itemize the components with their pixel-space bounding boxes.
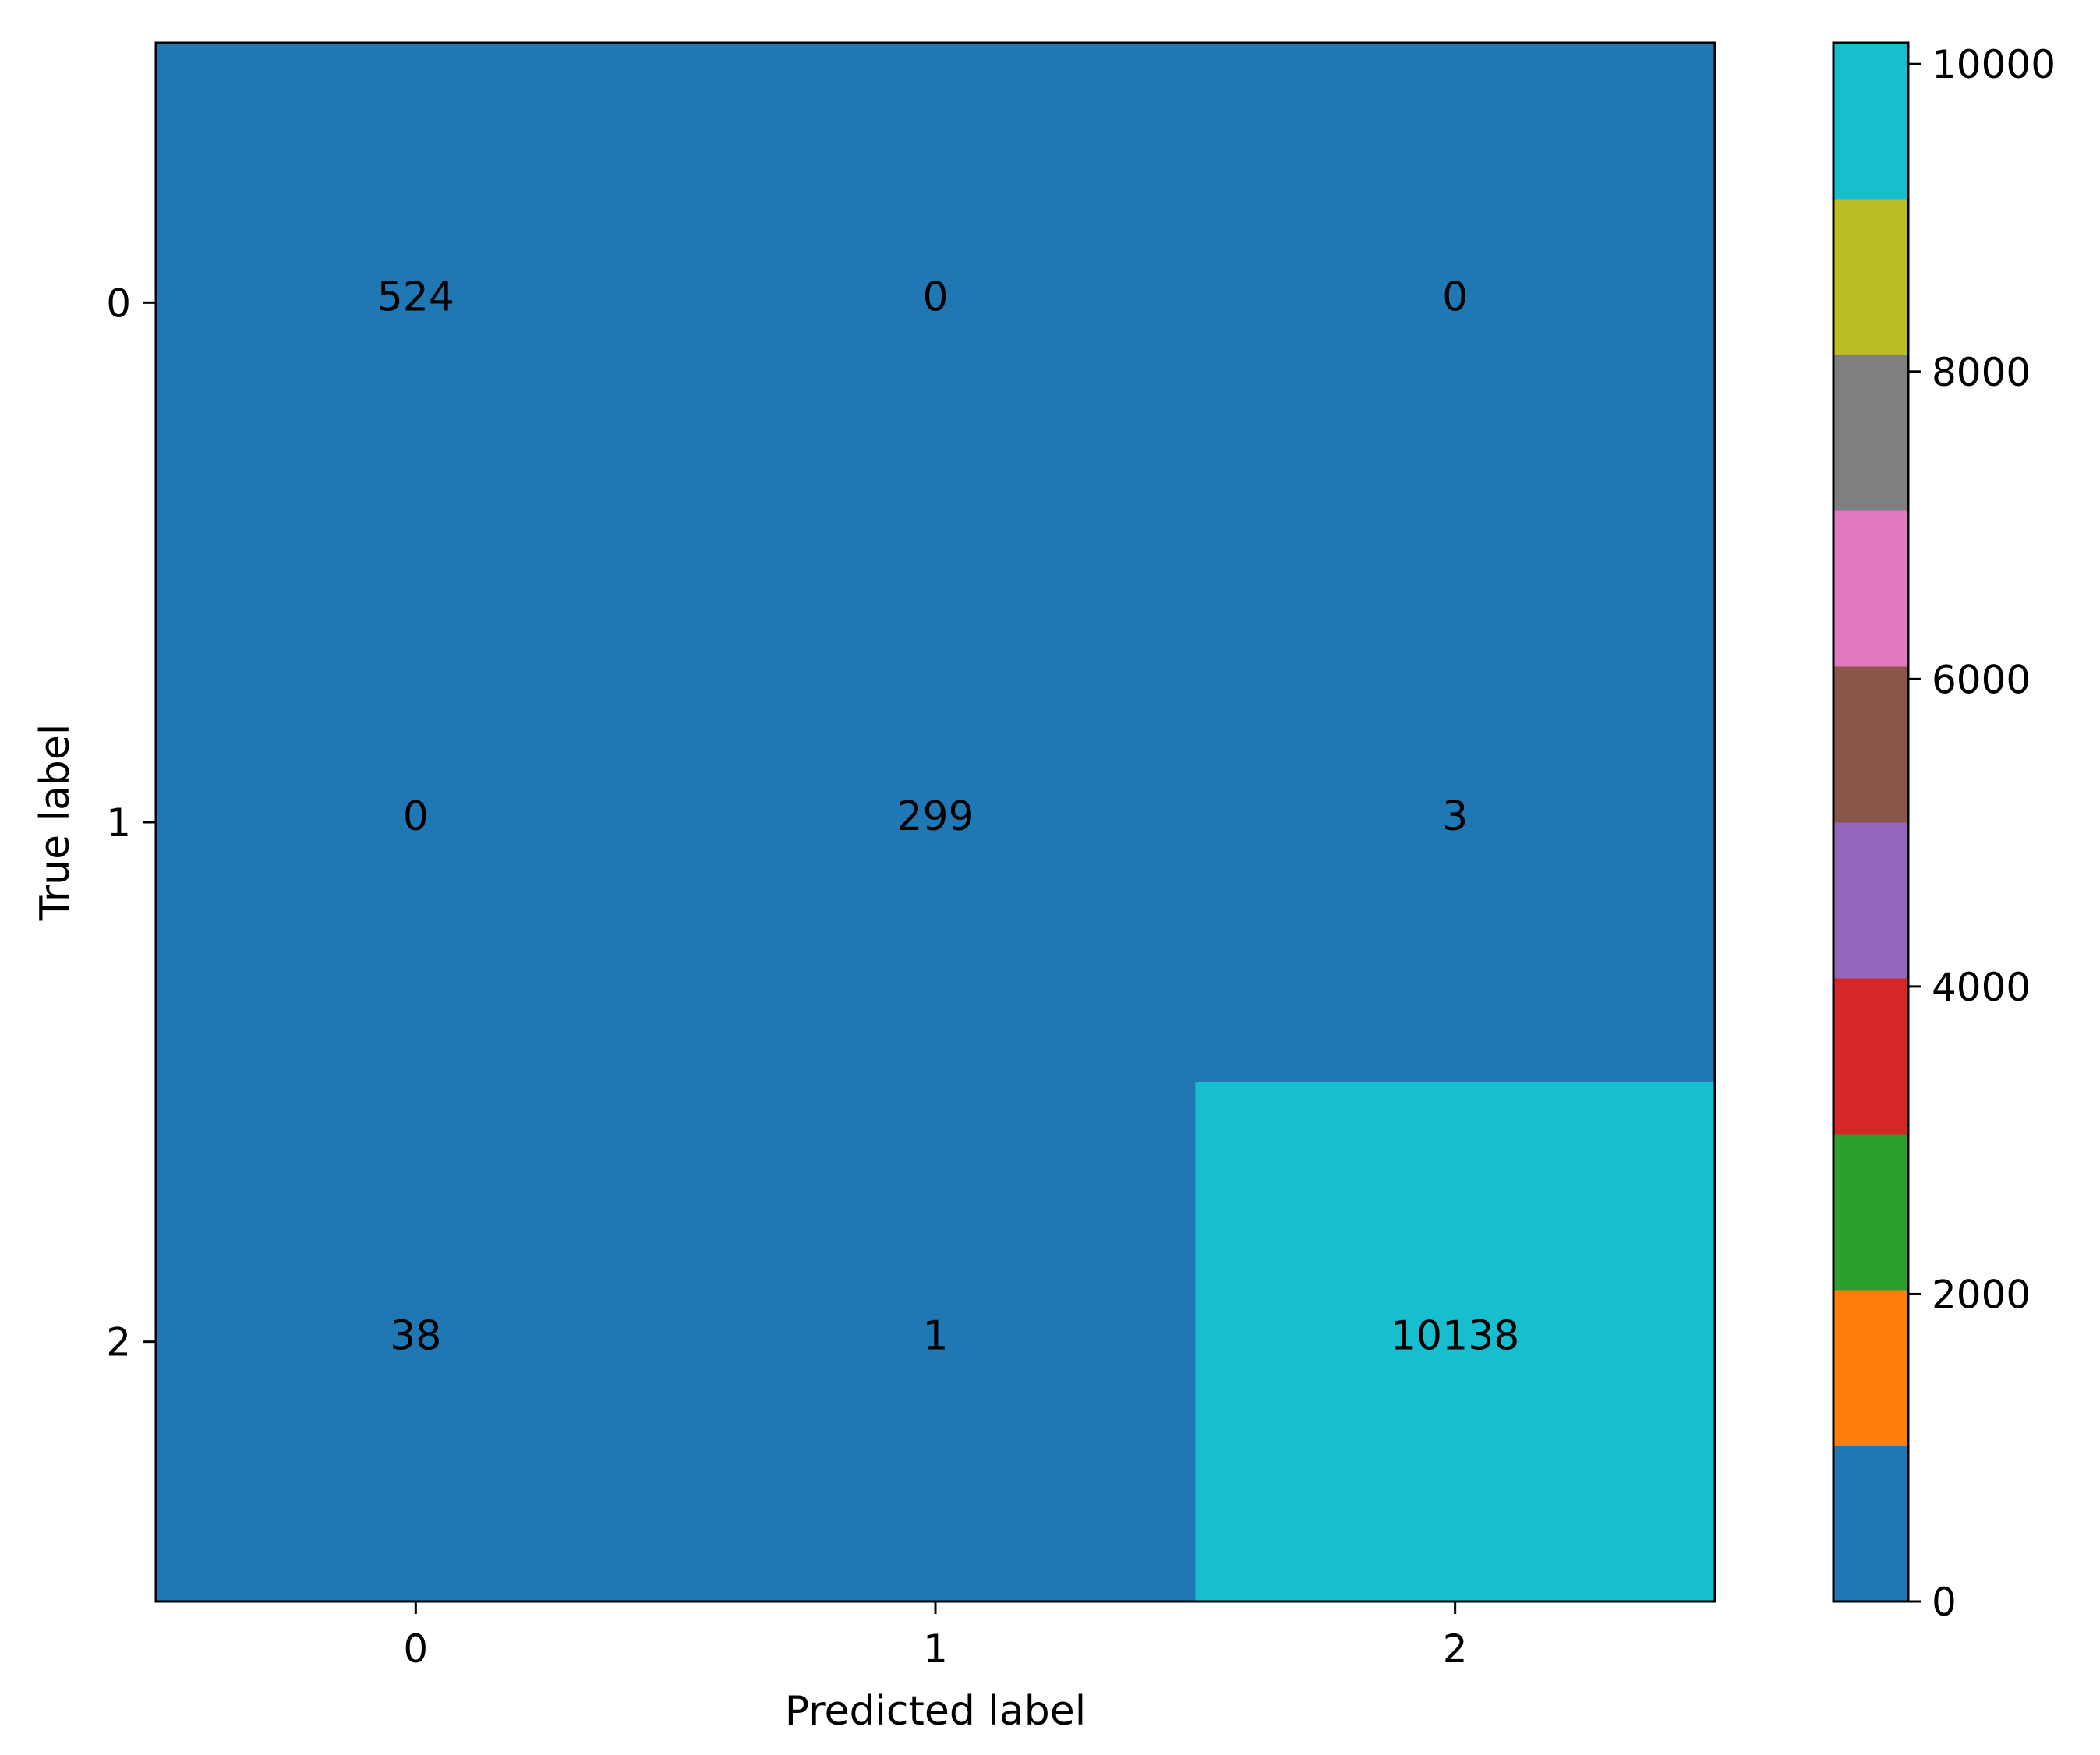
- colorbar-segment-6: [1833, 510, 1908, 667]
- colorbar: 0 2000 4000 6000 8000 10000: [1832, 41, 2056, 1625]
- colorbar-tick-label-5: 10000: [1932, 42, 2056, 87]
- cell-value-r1-c1: 299: [896, 793, 974, 840]
- colorbar-segment-9: [1833, 43, 1908, 200]
- colorbar-segment-4: [1833, 822, 1908, 979]
- colorbar-segment-0: [1833, 1446, 1908, 1602]
- x-axis-title: Predicted label: [785, 1688, 1086, 1735]
- heatmap-cells: [156, 43, 1716, 1602]
- colorbar-segment-1: [1833, 1290, 1908, 1446]
- x-axis: 0 1 2: [403, 1601, 1468, 1672]
- cell-value-r2-c1: 1: [922, 1313, 948, 1360]
- cell-value-r0-c0: 524: [377, 274, 454, 320]
- heatmap-cell-r1-c2: [1195, 562, 1716, 1082]
- heatmap-cell-r2-c0: [156, 1082, 677, 1602]
- cell-value-r2-c2: 10138: [1391, 1313, 1519, 1360]
- cell-value-r1-c2: 3: [1442, 793, 1468, 840]
- colorbar-tick-label-0: 0: [1932, 1580, 1957, 1625]
- x-tick-label-2: 2: [1443, 1626, 1468, 1672]
- colorbar-segment-7: [1833, 355, 1908, 511]
- colorbar-segment-5: [1833, 666, 1908, 823]
- colorbar-tick-label-2: 4000: [1932, 965, 2031, 1010]
- y-axis-title: True label: [32, 724, 79, 922]
- cell-value-r2-c0: 38: [390, 1313, 441, 1360]
- cell-value-labels: 524 0 0 0 299 3 38 1 10138: [377, 274, 1520, 1359]
- colorbar-segment-2: [1833, 1134, 1908, 1291]
- y-tick-label-1: 1: [106, 800, 131, 846]
- heatmap-cell-r2-c1: [675, 1082, 1196, 1602]
- heatmap-cell-r0-c2: [1195, 43, 1716, 563]
- y-axis: 0 1 2: [106, 281, 156, 1365]
- heatmap-cell-r1-c1: [675, 562, 1196, 1082]
- x-tick-label-1: 1: [923, 1626, 948, 1672]
- x-tick-label-0: 0: [403, 1626, 428, 1672]
- colorbar-tick-label-1: 2000: [1932, 1272, 2031, 1317]
- heatmap-cell-r0-c0: [156, 43, 677, 563]
- colorbar-segment-3: [1833, 978, 1908, 1135]
- y-tick-label-2: 2: [106, 1320, 131, 1365]
- colorbar-tick-label-4: 8000: [1932, 350, 2031, 395]
- colorbar-frame: [1832, 41, 1910, 1603]
- cell-value-r0-c2: 0: [1442, 274, 1468, 320]
- colorbar-segment-8: [1833, 199, 1908, 355]
- heatmap-cell-r1-c0: [156, 562, 677, 1082]
- heatmap-cell-r2-c2: [1195, 1082, 1716, 1602]
- cell-value-r1-c0: 0: [403, 793, 429, 840]
- colorbar-tick-label-3: 6000: [1932, 657, 2031, 702]
- cell-value-r0-c1: 0: [922, 274, 948, 320]
- heatmap-cell-r0-c1: [675, 43, 1196, 563]
- y-tick-label-0: 0: [106, 281, 131, 326]
